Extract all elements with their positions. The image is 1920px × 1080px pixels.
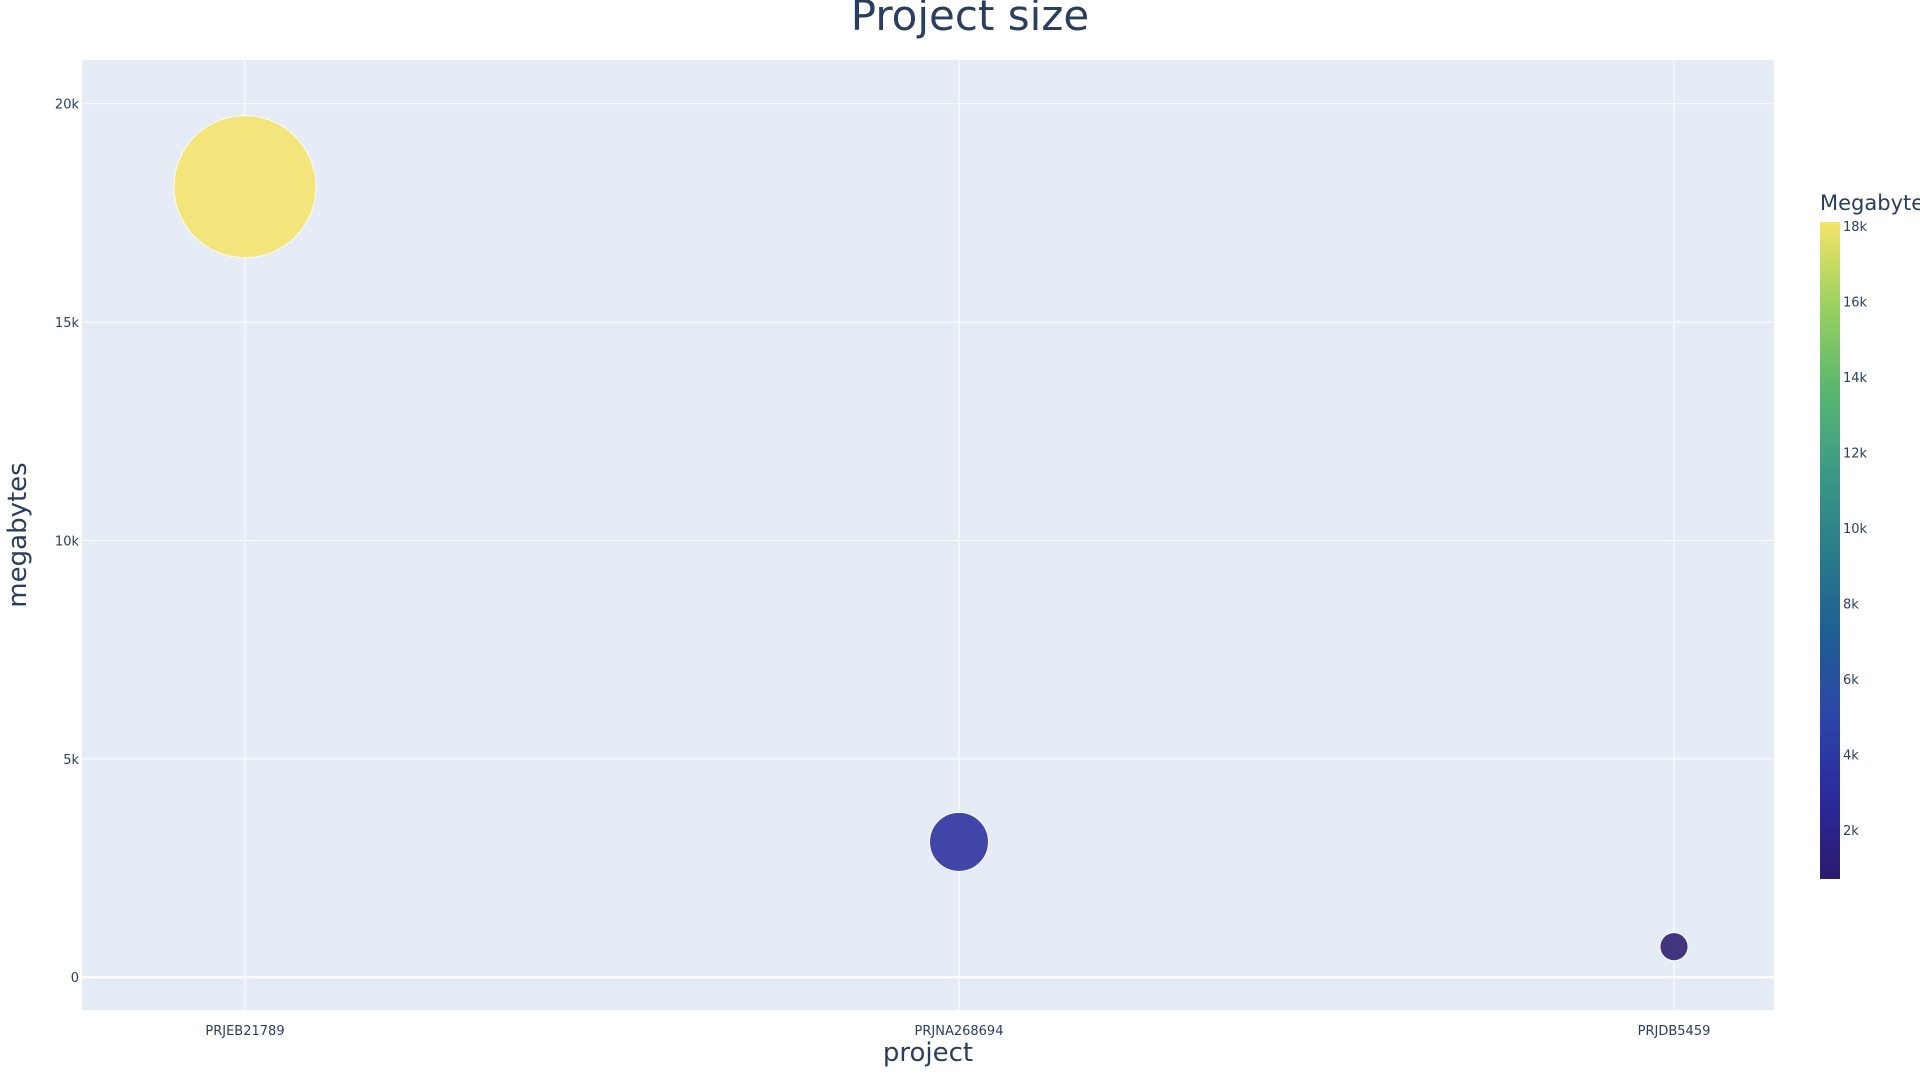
- y-axis-ticks: 0 5k 10k 15k 20k: [55, 98, 80, 987]
- x-axis-ticks: PRJEB21789 PRJNA268694 PRJDB5459: [205, 1024, 1710, 1039]
- colorbar-tick-label: 10k: [1843, 522, 1868, 537]
- colorbar-tick-label: 6k: [1843, 673, 1859, 688]
- x-axis-title: project: [883, 1038, 973, 1068]
- colorbar-tick-label: 4k: [1843, 748, 1859, 763]
- x-tick-label: PRJNA268694: [915, 1024, 1004, 1039]
- colorbar-gradient: [1820, 222, 1840, 879]
- y-tick-label: 5k: [63, 753, 79, 768]
- data-point: [1659, 932, 1689, 962]
- colorbar-tick-label: 16k: [1843, 295, 1868, 310]
- data-point: [173, 115, 317, 259]
- y-tick-label: 15k: [55, 316, 80, 331]
- colorbar-tick-label: 8k: [1843, 597, 1859, 612]
- colorbar: Megabyte 2k 4k 6k 8k 10k 12k 14k 16k 18k: [1820, 191, 1920, 879]
- y-tick-label: 10k: [55, 534, 80, 549]
- x-tick-label: PRJEB21789: [205, 1024, 284, 1039]
- x-tick-label: PRJDB5459: [1638, 1024, 1711, 1039]
- colorbar-tick-label: 18k: [1843, 220, 1868, 235]
- data-points: [173, 115, 1689, 962]
- chart-title: Project size: [851, 0, 1090, 40]
- plot-area: [82, 60, 1774, 1010]
- colorbar-tick-label: 2k: [1843, 824, 1859, 839]
- colorbar-tick-label: 12k: [1843, 446, 1868, 461]
- y-tick-label: 0: [71, 971, 79, 986]
- colorbar-tick-label: 14k: [1843, 371, 1868, 386]
- y-tick-label: 20k: [55, 98, 80, 113]
- y-axis-title: megabytes: [3, 462, 33, 607]
- data-point: [929, 812, 989, 872]
- colorbar-ticks: 2k 4k 6k 8k 10k 12k 14k 16k 18k: [1843, 220, 1868, 839]
- colorbar-title: Megabyte: [1820, 191, 1920, 215]
